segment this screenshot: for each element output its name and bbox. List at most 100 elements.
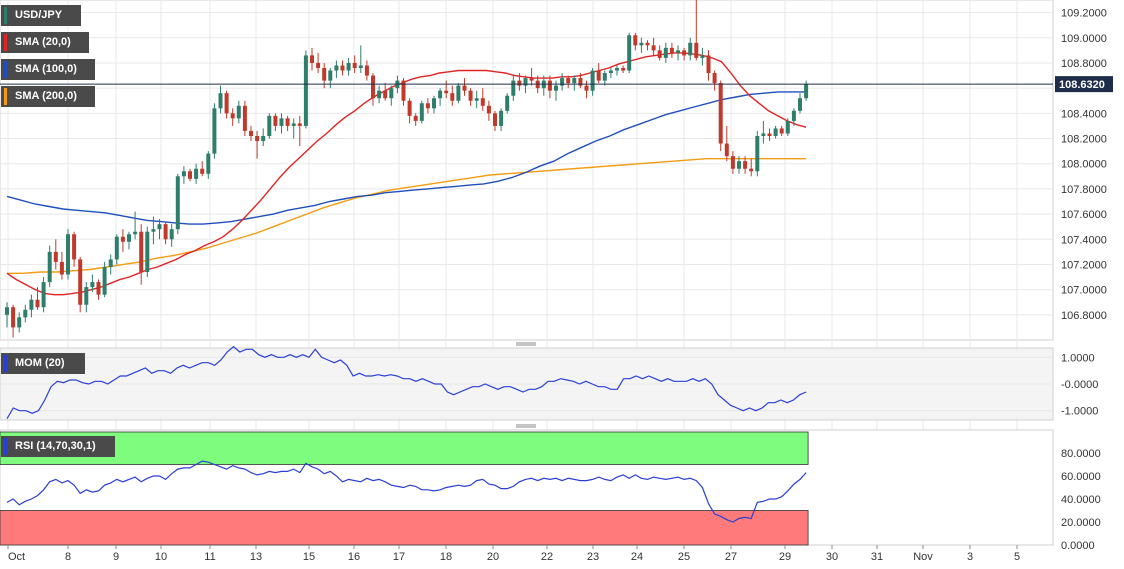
candle: [474, 90, 479, 109]
candle: [200, 161, 205, 177]
candle: [572, 75, 577, 91]
candle-body: [90, 282, 95, 288]
candle: [59, 251, 64, 280]
candle: [724, 125, 729, 162]
candle-body: [267, 115, 272, 136]
candle-body: [108, 259, 113, 267]
price-tick-label: 109.2000: [1061, 8, 1107, 20]
candle-body: [23, 309, 28, 318]
candle-body: [236, 105, 241, 119]
candle: [47, 245, 52, 288]
candle: [358, 45, 363, 74]
candle-body: [602, 73, 607, 81]
momentum-line: [6, 345, 807, 420]
price-panel[interactable]: 109.2000109.0000108.8000108.6000108.4000…: [0, 0, 1113, 545]
candle-body: [218, 93, 223, 109]
candle-body: [249, 130, 253, 136]
candle-body: [53, 251, 58, 262]
candle-body: [377, 90, 382, 99]
candle: [706, 50, 711, 81]
candle: [419, 100, 424, 124]
candle: [712, 70, 717, 91]
x-tick-label: 3: [967, 551, 973, 563]
candle: [96, 279, 101, 300]
candle-body: [554, 85, 558, 91]
candle-body: [230, 113, 235, 119]
candle-body: [639, 42, 644, 46]
candle: [511, 75, 516, 101]
legend-mom[interactable]: MOM (20): [1, 353, 85, 374]
candle-body: [798, 98, 802, 111]
candle-body: [181, 171, 186, 177]
candle: [547, 75, 552, 99]
candle-body: [194, 168, 199, 179]
candle-body: [303, 55, 308, 126]
candle: [682, 47, 687, 61]
candle-body: [712, 73, 717, 84]
candle: [133, 211, 138, 240]
candle-body: [310, 55, 314, 63]
candle-body: [615, 68, 619, 71]
x-tick-label: 20: [487, 551, 499, 563]
candle-body: [425, 103, 430, 109]
legend-sma200[interactable]: SMA (200,0): [1, 86, 95, 107]
candle-body: [139, 231, 144, 272]
candle-body: [621, 68, 626, 71]
candle: [102, 261, 107, 298]
x-tick-label: 29: [779, 551, 791, 563]
candle-body: [120, 236, 125, 242]
legend-symbol[interactable]: USD/JPY: [1, 5, 81, 26]
candle: [242, 100, 247, 136]
candle-body: [791, 110, 796, 121]
candle: [291, 118, 296, 139]
rsi-tick-label: 40.0000: [1061, 494, 1101, 506]
candle: [450, 85, 455, 106]
candle-body: [200, 168, 205, 174]
x-tick-label: 15: [303, 551, 315, 563]
legend-rsi[interactable]: RSI (14,70,30,1): [1, 436, 115, 457]
candle-body: [334, 65, 339, 71]
price-tick-label: 107.0000: [1061, 285, 1107, 297]
rsi-line: [6, 460, 807, 523]
candle: [163, 221, 168, 245]
legend-sma100[interactable]: SMA (100,0): [1, 59, 95, 80]
candle-body: [700, 55, 705, 58]
momentum-tick-label: -1.0000: [1061, 406, 1098, 418]
candle-body: [669, 47, 674, 53]
candle-body: [133, 231, 138, 235]
candle: [224, 90, 229, 119]
rsi-overbought-zone: [0, 431, 809, 465]
candle: [761, 120, 766, 144]
candle: [633, 32, 638, 51]
candle-body: [407, 100, 412, 116]
candle-body: [608, 70, 613, 74]
rsi-panel[interactable]: 80.0000 60.0000 40.0000 20.0000 0.0000: [0, 429, 1101, 552]
candle-body: [493, 113, 497, 126]
candle-body: [72, 234, 77, 260]
momentum-panel[interactable]: 1.0000 -0.0000 -1.0000: [0, 345, 1098, 421]
candle: [285, 115, 290, 131]
candle: [645, 40, 650, 51]
candle-body: [358, 65, 363, 68]
candle: [108, 254, 113, 275]
panel-dividers[interactable]: [516, 342, 536, 428]
candle: [72, 231, 77, 267]
x-tick-label: 11: [204, 551, 215, 563]
legend-sma20[interactable]: SMA (20,0): [1, 32, 89, 53]
candle: [444, 80, 449, 99]
candle-body: [261, 136, 266, 142]
x-tick-label: 8: [65, 551, 71, 563]
candle-body: [468, 90, 473, 101]
candle-body: [779, 128, 784, 134]
x-tick-label: 24: [631, 551, 643, 563]
candle: [676, 45, 680, 61]
rsi-tick-label: 60.0000: [1061, 471, 1101, 483]
candle: [17, 312, 22, 333]
candle-body: [273, 115, 278, 126]
candle: [236, 100, 241, 124]
candle: [688, 37, 693, 61]
candle-body: [663, 47, 668, 58]
price-panel-bg: [0, 0, 1054, 341]
candle: [84, 282, 89, 313]
